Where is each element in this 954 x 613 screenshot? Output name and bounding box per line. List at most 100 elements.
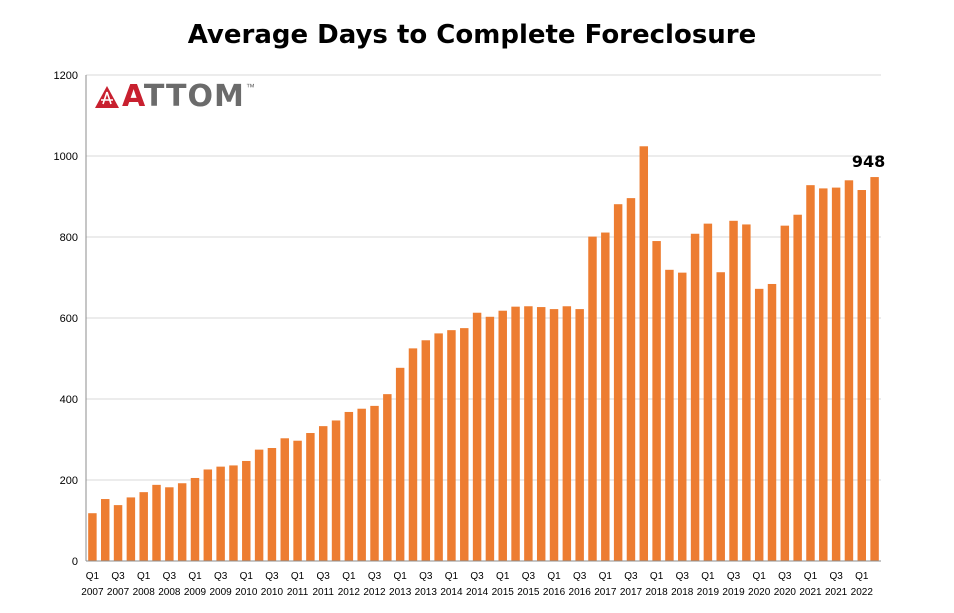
bar-q4-2009	[229, 465, 238, 561]
bar-q1-2011	[293, 440, 302, 561]
bar-q3-2018	[678, 272, 687, 561]
bar-q2-2016	[562, 306, 572, 561]
attom-logo-mark-icon	[95, 86, 119, 108]
x-tick-label: Q3 2011	[312, 571, 334, 598]
x-tick-label: Q1 2007	[81, 571, 104, 598]
bar-q1-2018	[652, 241, 661, 562]
y-axis-tick-labels: 0 200 400 600 800 1000 1200	[54, 70, 78, 568]
x-tick-label: Q3 2007	[107, 571, 130, 598]
bar-q1-2015	[498, 310, 507, 561]
bar-q1-2012	[344, 411, 354, 561]
bar-q4-2018	[690, 233, 700, 561]
bar-q3-2019	[729, 220, 738, 562]
bar-q3-2014	[472, 312, 482, 561]
bar-q4-2017	[639, 146, 649, 561]
x-tick-label: Q1 2008	[133, 571, 156, 598]
bar-q1-2010	[242, 460, 251, 561]
bar-q3-2017	[626, 198, 636, 561]
bar-q2-2015	[511, 306, 520, 561]
x-tick-label: Q3 2019	[722, 571, 745, 598]
x-tick-label: Q1 2021	[799, 571, 822, 598]
bar-q1-2021	[806, 185, 815, 561]
bar-q2-2014	[460, 328, 469, 561]
x-tick-label: Q1 2018	[645, 571, 668, 598]
x-tick-label: Q1 2009	[184, 571, 207, 598]
bar-q2-2008	[152, 484, 161, 561]
bar-q1-2020	[754, 288, 764, 561]
bars	[88, 146, 879, 562]
bar-q1-2019	[703, 223, 713, 561]
bar-q2-2021	[819, 188, 828, 561]
logo-rest: TTOM	[143, 79, 245, 114]
bar-q2-2011	[306, 433, 315, 561]
y-tick-label: 1200	[54, 70, 78, 82]
y-tick-label: 200	[60, 475, 78, 487]
bar-q3-2011	[318, 426, 328, 561]
bar-q2-2013	[408, 348, 418, 561]
x-tick-label: Q1 2017	[594, 571, 617, 598]
y-tick-label: 400	[60, 394, 78, 406]
bar-q3-2008	[165, 487, 174, 561]
bar-q3-2009	[216, 466, 225, 561]
x-tick-label: Q3 2012	[363, 571, 386, 598]
x-tick-label: Q1 2015	[492, 571, 515, 598]
bar-q1-2014	[447, 330, 456, 561]
bar-q2-2019	[716, 272, 725, 561]
x-tick-label: Q1 2020	[748, 571, 771, 598]
x-tick-label: Q1 2022	[851, 571, 874, 598]
bar-q2-2018	[665, 269, 674, 561]
chart-title: Average Days to Complete Foreclosure	[187, 20, 757, 50]
bar-q4-2010	[280, 438, 289, 561]
bar-q4-2020	[793, 214, 802, 561]
y-tick-label: 800	[60, 232, 78, 244]
bar-q1-2007	[88, 513, 97, 561]
bar-q4-2019	[742, 224, 751, 561]
x-tick-label: Q3 2015	[517, 571, 540, 598]
x-tick-label: Q3 2008	[158, 571, 181, 598]
bar-q4-2014	[485, 316, 495, 561]
logo-initial: A	[122, 79, 144, 114]
bar-q1-2008	[139, 492, 148, 561]
bar-q2-2009	[203, 469, 213, 561]
x-tick-label: Q3 2016	[569, 571, 592, 598]
attom-logo: ATTOM ™	[94, 80, 255, 114]
bar-q4-2008	[177, 483, 187, 561]
bar-q2-2007	[101, 499, 110, 561]
y-tick-label: 0	[72, 556, 78, 568]
x-tick-label: Q3 2018	[671, 571, 694, 598]
bar-q4-2012	[383, 394, 392, 561]
bar-q3-2021	[831, 187, 841, 561]
bar-q2-2010	[254, 449, 264, 561]
attom-logo-wordmark: ATTOM	[122, 82, 245, 112]
bar-q4-2013	[434, 333, 443, 561]
bar-q4-2007	[126, 497, 136, 561]
bar-q3-2015	[524, 306, 533, 561]
y-tick-label: 600	[60, 313, 78, 325]
x-tick-label: Q1 2012	[338, 571, 361, 598]
bar-q4-2015	[536, 307, 546, 561]
data-label-last-bar: 948	[852, 152, 885, 171]
x-tick-label: Q1 2019	[697, 571, 720, 598]
x-tick-label: Q3 2017	[620, 571, 643, 598]
bar-q3-2012	[370, 405, 379, 561]
bar-q1-2022	[857, 190, 866, 561]
bar-q1-2017	[601, 232, 610, 562]
x-tick-label: Q3 2009	[210, 571, 233, 598]
bar-q4-2011	[331, 420, 341, 561]
logo-trademark: ™	[245, 82, 255, 92]
bar-q3-2010	[267, 448, 277, 561]
x-tick-label: Q3 2020	[774, 571, 797, 598]
x-tick-label: Q3 2013	[415, 571, 438, 598]
bar-q3-2013	[421, 340, 431, 561]
x-tick-label: Q3 2010	[261, 571, 284, 598]
bar-q2-2012	[357, 408, 366, 561]
bar-q3-2020	[780, 225, 790, 561]
x-tick-label: Q1 2010	[235, 571, 258, 598]
bar-q2-2020	[767, 283, 777, 561]
bar-q1-2013	[395, 367, 405, 561]
bar-q2-2022	[870, 177, 879, 561]
x-tick-label: Q3 2014	[466, 571, 489, 598]
bar-q4-2016	[588, 236, 597, 561]
